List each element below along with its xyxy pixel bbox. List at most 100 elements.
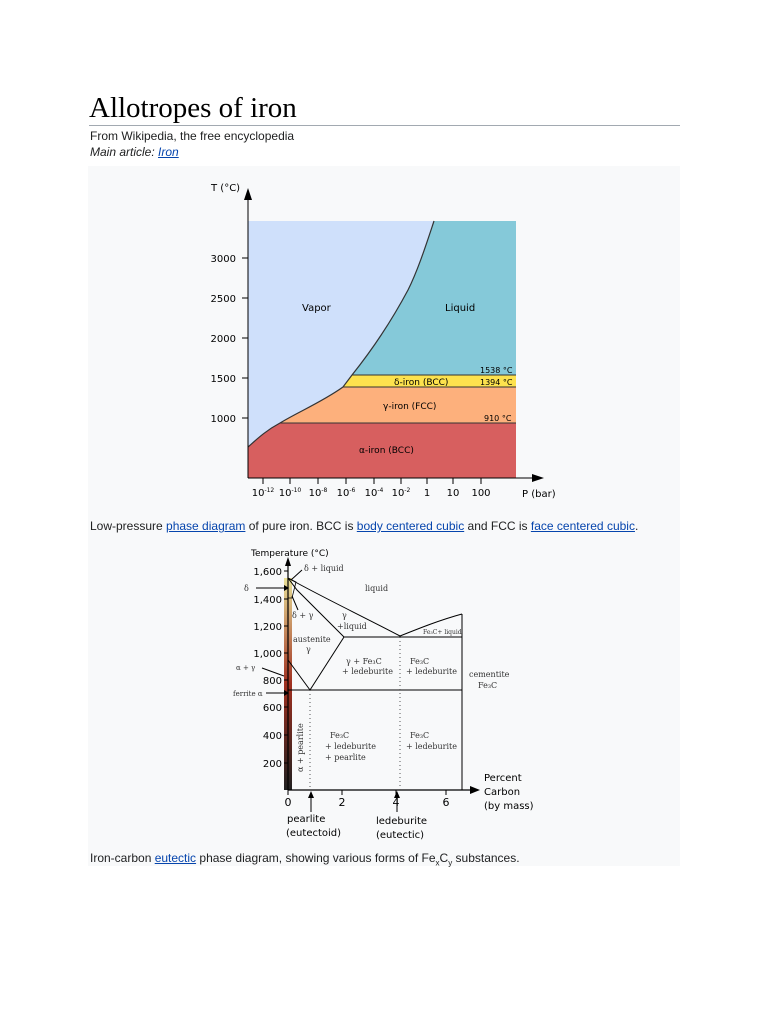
iron-carbon-phase-diagram[interactable]: Temperature (°C) 1,600 1,400 1,200 1,000 800… [233, 549, 534, 841]
cementite-line-1: cementite [469, 670, 510, 679]
x-tick-label-2: 0 [285, 796, 292, 809]
x-axis-arrow [532, 474, 544, 482]
acm-line [309, 636, 345, 691]
y-axis-arrow-2 [285, 557, 291, 566]
phase-diagram-link[interactable]: phase diagram [166, 519, 246, 533]
x-tick-label-2: 2 [339, 796, 346, 809]
figure1-caption: Low-pressure phase diagram of pure iron.… [90, 519, 638, 533]
title-divider [89, 125, 680, 126]
x-tick-base: 10 [337, 488, 350, 499]
y-ticks-2: 1,600 1,400 1,200 1,000 800 600 400 200 [253, 567, 288, 770]
cementite-label: cementite Fe₃C [469, 670, 512, 690]
fe3c-led-pearlite-line-1: Fe₃C [330, 731, 349, 740]
fe3c-ledeburite-top-label: Fe₃C + ledeburite [406, 657, 457, 676]
y-tick-label: 2500 [211, 294, 236, 305]
delta-iron-label: δ-iron (BCC) [394, 378, 448, 388]
temperature-axis-label: Temperature (°C) [250, 549, 329, 559]
x-tick-label: 10-6 [337, 487, 356, 499]
austenite-line-1: austenite [293, 635, 331, 644]
eutectic-link[interactable]: eutectic [154, 851, 197, 865]
delta-liquid-label: δ + liquid [304, 564, 344, 573]
caption1-text-2: of pure iron. BCC is [245, 519, 357, 533]
alpha-gamma-pointer [261, 667, 285, 677]
fe3c-led-pearlite-line-2: + ledeburite [325, 742, 376, 751]
x-tick-label-2: 6 [443, 796, 450, 809]
y-tick-label-2: 1,200 [253, 622, 282, 633]
alpha-region [248, 423, 516, 478]
austenite-line-2: γ [306, 645, 311, 654]
y-tick-label-2: 600 [263, 703, 282, 714]
gamma-iron-label: γ-iron (FCC) [383, 402, 436, 412]
vapor-label: Vapor [302, 303, 332, 314]
x-tick-base: 10 [392, 488, 405, 499]
pearlite-eutectoid-label: pearlite (eutectoid) [286, 814, 341, 839]
fe3c-ledeburite-top-line-2: + ledeburite [406, 667, 457, 676]
caption2-text-4: substances. [452, 851, 520, 865]
a3-line [287, 659, 311, 691]
liquid-label: Liquid [445, 303, 475, 314]
tagline: From Wikipedia, the free encyclopedia [90, 129, 295, 143]
pearlite-label: pearlite [287, 814, 325, 825]
gamma-fe3c-label: γ + Fe₃C + ledeburite [342, 657, 393, 676]
page-title: Allotropes of iron [89, 92, 297, 124]
x-axis-arrow-2 [470, 786, 480, 794]
fe3c-ledeburite-bottom-label: Fe₃C + ledeburite [406, 731, 457, 751]
y-tick-label-2: 1,000 [253, 649, 282, 660]
x-tick-label: 10-8 [309, 487, 328, 499]
fe3c-ledeburite-pearlite-label: Fe₃C + ledeburite + pearlite [325, 731, 379, 762]
ledeburite-label: ledeburite [376, 816, 427, 827]
caption1-text-4: . [634, 519, 639, 533]
cementite-line-2: Fe₃C [478, 681, 497, 690]
alpha-pearlite-label: α + pearlite [296, 723, 305, 772]
austenite-label: austenite γ [293, 635, 333, 654]
y-tick-label: 2000 [211, 334, 236, 345]
x-tick-base: 1 [424, 488, 430, 499]
caption2-text-3: C [439, 851, 449, 865]
gamma-liquid-label: γ +liquid [337, 611, 367, 631]
y-tick-label-2: 200 [263, 759, 282, 770]
delta-gamma-label: δ + γ [292, 611, 314, 620]
ledeburite-eutectic-label: ledeburite (eutectic) [376, 816, 430, 841]
percent-carbon-line-2: Carbon [484, 787, 520, 798]
x-tick-base: 10 [279, 488, 292, 499]
pearlite-arrow-head [308, 791, 314, 798]
delta-gamma-pointer [291, 595, 299, 611]
delta-region-lines [287, 577, 297, 599]
x-tick-exponent: -8 [321, 487, 327, 494]
solidus-line [287, 577, 345, 638]
caption1-text-3: and FCC is [464, 519, 531, 533]
y-ticks: 3000 2500 2000 1500 1000 [211, 254, 248, 425]
y-tick-label: 1000 [211, 414, 236, 425]
x-axis-label: P (bar) [522, 489, 556, 500]
eutectic-label: (eutectic) [376, 830, 424, 841]
caption2-subscript-y: y [448, 858, 453, 868]
fe3c-liquid-label: Fe₃C+ liquid [423, 629, 462, 636]
x-tick-label: 10-12 [252, 487, 275, 499]
liquid-region-label: liquid [365, 584, 388, 593]
x-tick-label: 10-10 [279, 487, 302, 499]
gamma-fe3c-line-1: γ + Fe₃C [346, 657, 382, 666]
hatnote-prefix: Main article: [90, 145, 159, 159]
gamma-liquid-line-1: γ [342, 611, 347, 620]
x-tick-exponent: -4 [377, 487, 383, 494]
percent-carbon-line-3: (by mass) [484, 801, 534, 812]
caption2-text-2: phase diagram, showing various forms of … [196, 851, 436, 865]
y-tick-label-2: 400 [263, 731, 282, 742]
x-tick-base: 100 [471, 488, 490, 499]
fe3c-led-pearlite-line-3: + pearlite [325, 753, 366, 762]
x-tick-exponent: -6 [349, 487, 355, 494]
face-centered-cubic-link[interactable]: face centered cubic [530, 519, 635, 533]
x-tick-label: 1 [424, 488, 430, 499]
eutectoid-label: (eutectoid) [286, 828, 341, 839]
caption2-text-1: Iron-carbon [90, 851, 155, 865]
ledeburite-arrow-head [394, 791, 400, 798]
body-centered-cubic-link[interactable]: body centered cubic [356, 519, 465, 533]
fe3c-ledeburite-bottom-line-1: Fe₃C [410, 731, 429, 740]
percent-carbon-line-1: Percent [484, 773, 522, 784]
x-ticks-2: 0 2 4 6 [285, 790, 450, 809]
y-axis-arrow [244, 188, 252, 200]
x-ticks: 10-12 10-10 10-8 10-6 10-4 10-2 1 10 100 [252, 478, 491, 499]
x-tick-label: 10-4 [365, 487, 384, 499]
main-article-link[interactable]: Iron [158, 145, 179, 159]
